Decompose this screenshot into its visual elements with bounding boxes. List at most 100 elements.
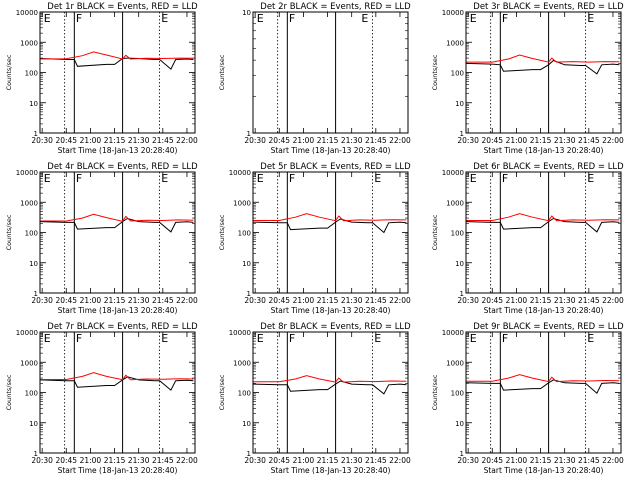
- det-2r-panel: Det 2r BLACK = Events, RED = LLD Start Ti…: [218, 2, 411, 155]
- det-8r-y-tick-label: 10: [242, 420, 251, 428]
- det-3r-x-tick-label: 21:45: [578, 136, 600, 145]
- det-1r-y-tick-label: 100: [25, 70, 38, 78]
- det-2r-marker-letter: E: [257, 12, 264, 25]
- det-8r-x-tick-label: 22:00: [389, 456, 411, 465]
- det-6r-x-tick-label: 21:45: [578, 296, 600, 305]
- det-8r-x-tick-label: 21:00: [293, 456, 315, 465]
- det-4r-marker-letter: E: [44, 172, 51, 185]
- det-2r-x-tick-label: 21:00: [293, 136, 315, 145]
- det-6r-series-lld: [466, 213, 620, 222]
- det-4r-y-tick-label: 1000: [20, 199, 38, 207]
- det-3r-marker-letter: E: [587, 12, 594, 25]
- det-7r-marker-letter: E: [44, 332, 51, 345]
- det-9r-y-axis-label: Counts/sec: [431, 374, 439, 410]
- det-3r-y-tick-label: 1000: [446, 39, 464, 47]
- det-6r-x-tick-label: 20:45: [481, 296, 503, 305]
- det-3r-x-axis-label: Start Time (18-Jan-13 20:28:40): [484, 146, 604, 155]
- det-2r-title: Det 2r BLACK = Events, RED = LLD: [260, 2, 411, 12]
- det-5r-x-tick-label: 21:45: [365, 296, 387, 305]
- det-5r-x-tick-label: 21:15: [317, 296, 339, 305]
- det-4r-marker-letter: E: [161, 172, 168, 185]
- det-2r-x-tick-label: 20:45: [268, 136, 290, 145]
- det-3r-y-tick-label: 10: [455, 100, 464, 108]
- det-5r-y-axis-label: Counts/sec: [218, 214, 226, 250]
- det-3r-x-tick-label: 21:00: [506, 136, 528, 145]
- det-8r-y-tick-label: 1000: [233, 359, 251, 367]
- det-3r-y-tick-label: 100: [451, 70, 464, 78]
- det-5r-marker-letter: E: [374, 172, 381, 185]
- det-6r-x-tick-label: 20:30: [457, 296, 479, 305]
- det-9r-series-events: [466, 379, 620, 395]
- det-8r-x-tick-label: 21:15: [317, 456, 339, 465]
- det-2r-y-axis-label: Counts/sec: [218, 54, 226, 90]
- det-5r-x-axis-label: Start Time (18-Jan-13 20:28:40): [271, 306, 391, 315]
- det-5r-series-lld: [253, 213, 407, 222]
- det-1r-x-tick-label: 20:30: [31, 136, 53, 145]
- det-8r-panel: Det 8r BLACK = Events, RED = LLD Start Ti…: [218, 322, 411, 475]
- det-4r-x-tick-label: 22:00: [176, 296, 198, 305]
- det-4r-title: Det 4r BLACK = Events, RED = LLD: [47, 162, 198, 172]
- det-6r-axes-frame: [465, 171, 622, 294]
- det-2r-x-axis-label: Start Time (18-Jan-13 20:28:40): [271, 146, 391, 155]
- det-5r-marker-letter: E: [257, 172, 264, 185]
- det-9r-x-tick-label: 21:45: [578, 456, 600, 465]
- det-3r-x-tick-label: 21:30: [554, 136, 576, 145]
- det-4r-x-tick-label: 21:15: [104, 296, 126, 305]
- det-1r-x-tick-label: 21:30: [128, 136, 150, 145]
- det-4r-x-axis-label: Start Time (18-Jan-13 20:28:40): [58, 306, 178, 315]
- det-9r-y-tick-label: 10000: [442, 329, 464, 337]
- det-5r-x-tick-label: 20:30: [244, 296, 266, 305]
- det-9r-marker-letter: F: [502, 332, 508, 345]
- det-4r-y-tick-label: 1: [34, 290, 38, 298]
- det-1r-y-tick-label: 1000: [20, 39, 38, 47]
- det-2r-x-tick-label: 21:30: [341, 136, 363, 145]
- det-7r-x-tick-label: 20:30: [31, 456, 53, 465]
- det-8r-y-tick-label: 10000: [229, 329, 251, 337]
- det-8r-marker-letter: F: [289, 332, 295, 345]
- det-8r-y-tick-label: 100: [238, 390, 251, 398]
- det-7r-series-lld: [40, 372, 194, 381]
- det-5r-x-tick-label: 22:00: [389, 296, 411, 305]
- det-3r-panel: Det 3r BLACK = Events, RED = LLD Start Ti…: [431, 2, 624, 155]
- det-6r-x-tick-label: 21:30: [554, 296, 576, 305]
- det-1r-x-tick-label: 21:45: [152, 136, 174, 145]
- det-4r-y-tick-label: 10000: [16, 169, 38, 177]
- det-6r-marker-letter: F: [502, 172, 508, 185]
- det-8r-y-tick-label: 1: [247, 450, 251, 458]
- det-8r-title: Det 8r BLACK = Events, RED = LLD: [260, 322, 411, 332]
- det-3r-x-tick-label: 21:15: [530, 136, 552, 145]
- det-6r-series-events: [466, 217, 620, 233]
- det-4r-series-lld: [40, 213, 194, 222]
- det-6r-y-tick-label: 1000: [446, 199, 464, 207]
- det-7r-title: Det 7r BLACK = Events, RED = LLD: [47, 322, 198, 332]
- det-5r-y-tick-label: 10: [242, 260, 251, 268]
- det-7r-y-tick-label: 1000: [20, 359, 38, 367]
- det-2r-marker-letter: E: [361, 12, 368, 25]
- det-8r-x-tick-label: 21:45: [365, 456, 387, 465]
- det-3r-marker-letter: F: [502, 12, 508, 25]
- det-2r-x-tick-label: 21:45: [365, 136, 387, 145]
- det-6r-x-tick-label: 22:00: [602, 296, 624, 305]
- det-5r-y-tick-label: 1000: [233, 199, 251, 207]
- det-7r-y-tick-label: 10000: [16, 329, 38, 337]
- det-1r-marker-letter: E: [44, 12, 51, 25]
- det-6r-marker-letter: E: [587, 172, 594, 185]
- det-9r-y-tick-label: 10: [455, 420, 464, 428]
- det-5r-y-tick-label: 100: [238, 230, 251, 238]
- det-9r-x-tick-label: 20:45: [481, 456, 503, 465]
- det-1r-x-axis-label: Start Time (18-Jan-13 20:28:40): [58, 146, 178, 155]
- det-1r-x-tick-label: 21:00: [80, 136, 102, 145]
- det-3r-y-tick-label: 1: [460, 130, 464, 138]
- det-6r-y-tick-label: 1: [460, 290, 464, 298]
- det-9r-y-tick-label: 100: [451, 390, 464, 398]
- det-3r-y-axis-label: Counts/sec: [431, 54, 439, 90]
- det-7r-y-tick-label: 10: [29, 420, 38, 428]
- det-9r-x-tick-label: 22:00: [602, 456, 624, 465]
- det-5r-series-events: [253, 218, 407, 234]
- det-7r-x-tick-label: 21:00: [80, 456, 102, 465]
- det-5r-axes-frame: [252, 171, 409, 294]
- det-9r-marker-letter: E: [470, 332, 477, 345]
- det-3r-x-tick-label: 20:30: [457, 136, 479, 145]
